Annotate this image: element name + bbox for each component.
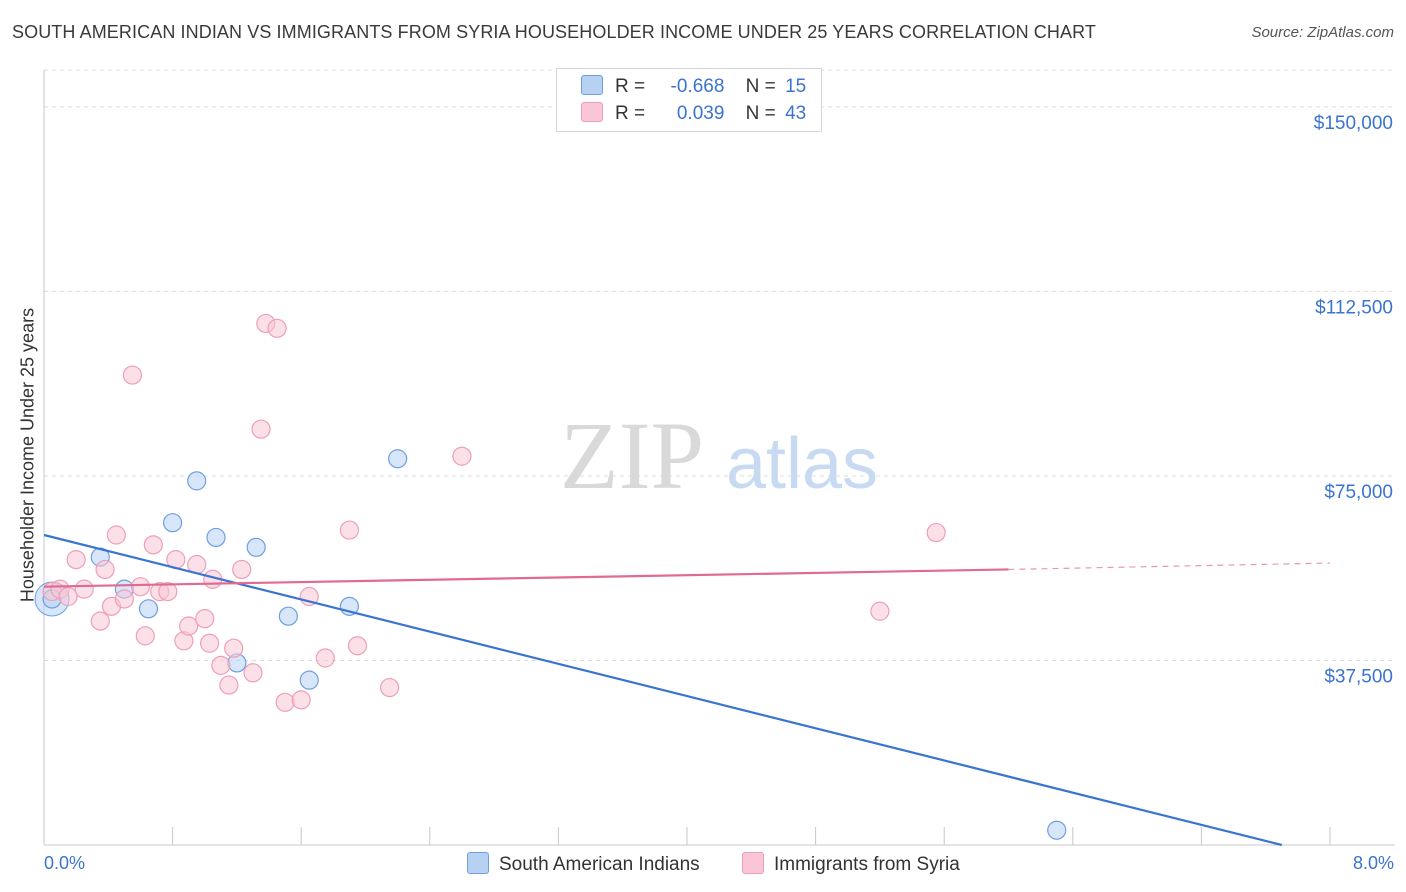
trend-line-blue [43,533,1283,847]
data-point-pink [179,616,199,636]
data-point-pink [926,522,946,543]
legend-r-value-pink: 0.039 [676,103,725,124]
data-point-pink [58,586,78,607]
series-swatch-blue [467,852,489,874]
data-point-blue [299,670,319,690]
trend-extension-pink [1008,562,1331,571]
data-point-pink [243,663,263,683]
data-point-pink [275,692,295,712]
correlation-legend: R = -0.668 N = 15 R = 0.039 N = 43 [556,68,822,132]
series-name-blue: South American Indians [499,854,700,875]
data-point-pink [219,675,239,695]
data-point-pink [267,318,287,338]
source-label: Source: ZipAtlas.com [1251,24,1394,41]
series-points [34,313,1067,840]
data-point-pink [158,581,178,602]
data-point-pink [291,690,311,710]
data-point-pink [224,638,244,658]
data-point-pink [74,579,94,599]
data-point-blue [187,471,207,491]
watermark-atlas: atlas [726,424,878,504]
data-point-blue [138,599,159,619]
data-point-pink [870,601,890,621]
chart-title: SOUTH AMERICAN INDIAN VS IMMIGRANTS FROM… [12,22,1096,42]
series-legend-blue: South American Indians [467,852,700,876]
watermark-zip: ZIP [560,402,704,509]
data-point-pink [135,626,155,646]
data-point-pink [211,655,231,675]
legend-r-label: R = [615,103,646,124]
data-point-pink [122,365,143,385]
y-tick-label: $150,000 [1314,113,1393,134]
series-swatch-pink [742,852,764,874]
legend-swatch-pink [581,102,603,122]
data-point-pink [315,648,335,668]
data-point-pink [232,559,252,580]
data-point-pink [90,611,110,631]
data-point-blue [1047,820,1067,840]
data-point-pink [251,419,271,439]
x-tick-max: 8.0% [1352,853,1394,873]
data-point-pink [130,577,151,597]
legend-n-label: N = [745,76,776,97]
legend-row-blue: R = -0.668 N = 15 [581,75,806,97]
data-point-blue [388,449,408,469]
data-point-pink [95,559,115,580]
data-point-pink [106,525,126,545]
data-point-pink [380,677,400,698]
data-point-pink [347,636,368,656]
legend-r-label: R = [615,76,646,97]
series-name-pink: Immigrants from Syria [774,854,960,875]
legend-row-pink: R = 0.039 N = 43 [581,102,806,124]
data-point-blue [206,527,226,548]
data-point-pink [195,609,215,629]
data-point-pink [339,520,360,540]
data-point-pink [66,550,86,570]
watermark: ZIP atlas [560,402,878,509]
data-point-blue [163,513,183,533]
legend-swatch-blue [581,75,603,95]
x-tick-min: 0.0% [44,853,86,873]
legend-n-value-blue: 15 [785,76,807,97]
y-tick-label: $37,500 [1324,666,1393,687]
data-point-blue [246,537,266,557]
y-tick-labels: $37,500 $75,000 $112,500 $150,000 [1314,113,1393,688]
y-tick-label: $75,000 [1324,482,1393,503]
data-point-pink [114,589,134,609]
series-legend-pink: Immigrants from Syria [742,852,960,876]
data-point-blue [278,606,298,626]
y-tick-label: $112,500 [1315,297,1393,318]
data-point-pink [199,633,220,653]
legend-r-value-blue: -0.668 [670,76,725,97]
legend-n-label: N = [745,103,776,124]
legend-n-value-pink: 43 [785,103,807,124]
data-point-pink [452,446,472,466]
trend-line-pink [43,568,1009,588]
data-point-pink [143,535,163,555]
trend-lines [43,533,1331,847]
axes [43,70,1395,846]
